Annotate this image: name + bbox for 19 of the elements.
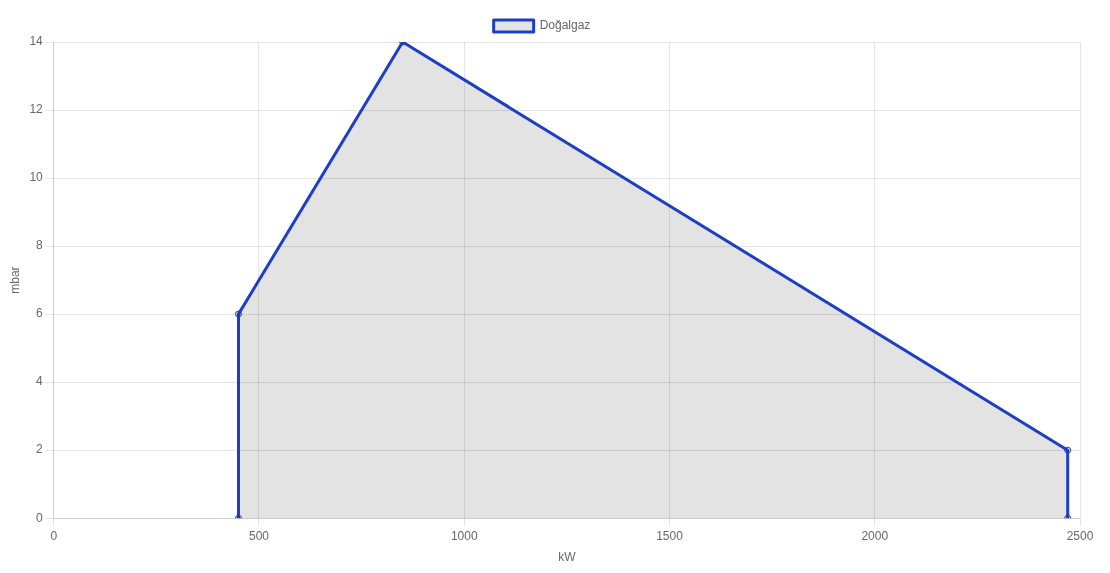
x-tick-label: 500 xyxy=(248,528,270,543)
y-tick-label: 4 xyxy=(36,374,44,389)
y-tick-label: 12 xyxy=(29,102,44,117)
x-tick-label: 0 xyxy=(50,528,58,543)
point xyxy=(1064,446,1072,454)
x-axis-title: kW xyxy=(558,550,577,565)
y-tick-label: 0 xyxy=(36,510,44,525)
x-tick-label: 2500 xyxy=(1066,528,1094,543)
legend-label: Doğalgaz xyxy=(539,18,591,33)
x-tick-label: 2000 xyxy=(861,528,889,543)
x-tick-label: 1500 xyxy=(656,528,684,543)
x-tick-label: 1000 xyxy=(450,528,478,543)
y-tick-label: 2 xyxy=(36,442,44,457)
y-tick-label: 14 xyxy=(29,34,44,49)
y-tick-label: 8 xyxy=(36,238,44,253)
y-axis-title: mbar xyxy=(7,266,22,294)
y-tick-label: 10 xyxy=(29,170,44,185)
y-tick-label: 6 xyxy=(36,306,44,321)
point xyxy=(234,310,242,318)
